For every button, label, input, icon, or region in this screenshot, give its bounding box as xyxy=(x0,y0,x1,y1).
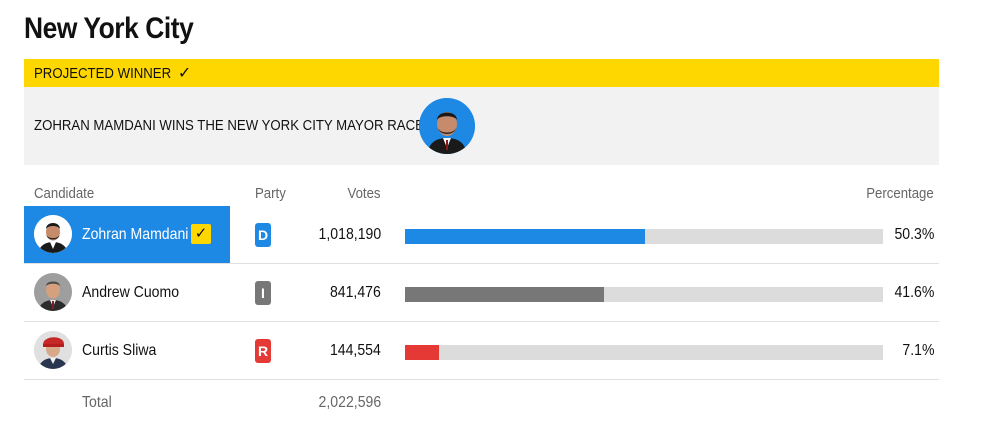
candidate-cell: Curtis Sliwa xyxy=(24,322,230,379)
results-table-header: Candidate Party Votes Percentage xyxy=(0,185,1000,205)
header-candidate: Candidate xyxy=(34,185,95,202)
vote-share-bar xyxy=(405,345,883,360)
candidate-cell: Andrew Cuomo xyxy=(24,264,230,321)
candidate-percentage: 7.1% xyxy=(901,342,934,359)
total-votes: 2,022,596 xyxy=(318,394,381,411)
header-percentage: Percentage xyxy=(866,185,934,202)
table-row: Andrew Cuomo I 841,476 41.6% xyxy=(24,264,939,322)
table-row: Zohran Mamdani ✓ D 1,018,190 50.3% xyxy=(24,206,939,264)
candidate-cell: Zohran Mamdani ✓ xyxy=(24,206,230,263)
candidate-votes: 841,476 xyxy=(330,284,381,301)
projected-winner-label: PROJECTED WINNER xyxy=(34,64,172,82)
vote-share-bar xyxy=(405,287,883,302)
vote-share-bar xyxy=(405,229,883,244)
vote-share-bar-fill xyxy=(405,287,604,302)
total-row: Total 2,022,596 xyxy=(0,394,1000,416)
vote-share-bar-fill xyxy=(405,345,439,360)
candidate-name: Zohran Mamdani xyxy=(82,226,189,243)
avatar xyxy=(34,215,72,253)
candidate-name: Curtis Sliwa xyxy=(82,342,157,359)
check-icon: ✓ xyxy=(177,65,192,82)
header-votes: Votes xyxy=(347,185,381,202)
candidate-percentage: 50.3% xyxy=(894,226,934,243)
party-badge: R xyxy=(255,339,271,363)
candidate-votes: 144,554 xyxy=(330,342,381,359)
winner-headline: ZOHRAN MAMDANI WINS THE NEW YORK CITY MA… xyxy=(34,117,424,134)
header-party: Party xyxy=(255,185,286,202)
total-label: Total xyxy=(82,394,112,411)
vote-share-bar-fill xyxy=(405,229,646,244)
winner-panel: ZOHRAN MAMDANI WINS THE NEW YORK CITY MA… xyxy=(24,87,939,165)
page-title: New York City xyxy=(24,12,194,45)
avatar xyxy=(34,331,72,369)
candidate-votes: 1,018,190 xyxy=(318,226,381,243)
projected-winner-banner: PROJECTED WINNER ✓ xyxy=(24,59,939,87)
avatar xyxy=(34,273,72,311)
table-row: Curtis Sliwa R 144,554 7.1% xyxy=(24,322,939,380)
candidate-name: Andrew Cuomo xyxy=(82,284,180,301)
candidate-percentage: 41.6% xyxy=(894,284,934,301)
party-badge: D xyxy=(255,223,271,247)
winner-avatar xyxy=(419,98,475,154)
party-badge: I xyxy=(255,281,271,305)
winner-check-icon: ✓ xyxy=(191,224,211,244)
